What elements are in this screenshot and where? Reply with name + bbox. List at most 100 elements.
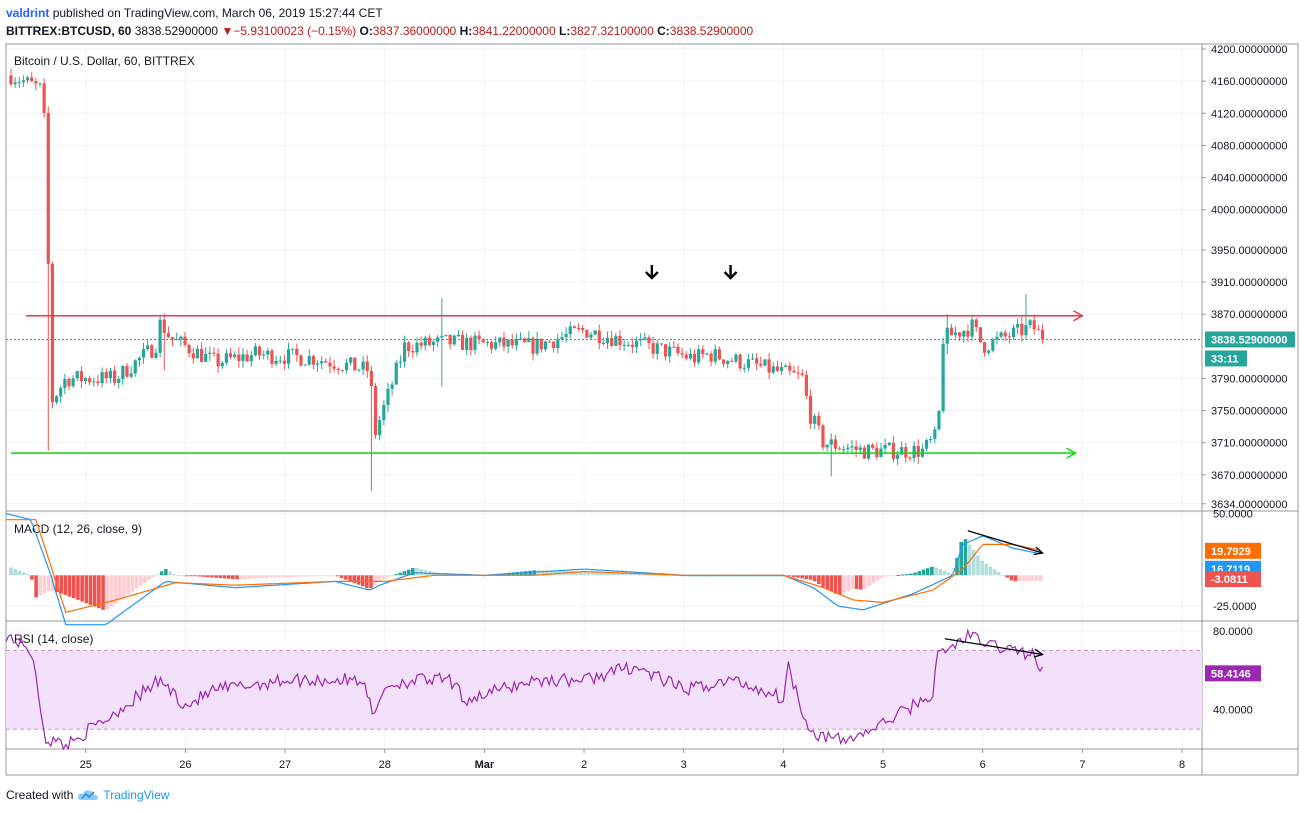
candle-body — [21, 80, 26, 83]
candle-body — [572, 326, 577, 328]
candle-body — [38, 83, 42, 85]
macd-axis[interactable]: 50.0000 -25.0000 — [1213, 508, 1256, 613]
macd-histogram-bar — [214, 575, 218, 578]
candle-body — [817, 415, 821, 426]
candle-body — [1028, 320, 1032, 326]
macd-histogram-bar — [76, 575, 80, 600]
candle-body — [763, 359, 767, 366]
change-value: −5.93100023 (−0.15%) — [233, 24, 357, 38]
macd-histogram-bar — [1026, 575, 1030, 581]
macd-histogram-bar — [863, 575, 867, 589]
macd-histogram-bar — [314, 575, 319, 577]
candle-body — [237, 354, 241, 361]
macd-histogram-bar — [34, 575, 38, 598]
candle-body — [170, 337, 175, 340]
candle-body — [966, 330, 970, 337]
support-arrow-head — [1066, 447, 1077, 459]
time-tick-label: 8 — [1179, 759, 1185, 771]
candle-body — [842, 449, 846, 451]
resistance-arrow-head — [1073, 310, 1084, 322]
macd-histogram-bar — [25, 574, 30, 576]
rsi-axis[interactable]: 80.0000 40.0000 — [1213, 626, 1253, 717]
macd-histogram-bar — [17, 570, 22, 576]
candle-body — [775, 366, 779, 371]
candle-body — [17, 82, 21, 84]
candle-body — [502, 337, 506, 347]
created-with-label: Created with — [6, 788, 74, 802]
countdown-tag-bg — [1205, 350, 1247, 367]
macd-histogram-bar — [992, 569, 997, 576]
candle-body — [125, 365, 129, 377]
price-tick-label: 3670.00000000 — [1211, 470, 1287, 482]
candle-body — [850, 446, 854, 448]
macd-histogram-bar — [352, 575, 357, 583]
candle-body — [71, 378, 75, 387]
candle-body — [900, 447, 904, 455]
candle-body — [92, 381, 96, 383]
candle-body — [262, 354, 266, 356]
macd-histogram-bar — [298, 575, 302, 577]
candle-body — [1032, 320, 1036, 330]
time-tick-label: 28 — [379, 759, 391, 771]
macd-histogram-bar — [84, 575, 89, 604]
macd-histogram-bar — [808, 575, 813, 580]
macd-histogram-bar — [184, 575, 189, 577]
candle-body — [1016, 323, 1020, 328]
macd-histogram-bar — [921, 569, 926, 576]
time-tick-label: 5 — [880, 759, 886, 771]
candle-body — [469, 337, 473, 351]
axis-value-labels: 3838.5290000033:1119.792916.7119-3.08115… — [1205, 331, 1295, 682]
macd-histogram-bar — [218, 575, 223, 579]
candle-body — [494, 342, 498, 349]
candle-body — [618, 335, 622, 346]
author-link[interactable]: valdrint — [6, 6, 50, 20]
candle-body — [825, 444, 829, 448]
price-axis[interactable]: 4200.00000000 4160.00000000 4120.00000000 4… — [1202, 44, 1287, 511]
macd-histogram-bar — [867, 575, 871, 586]
macd-histogram-bar — [21, 572, 26, 576]
publish-line: valdrint published on TradingView.com, M… — [6, 6, 383, 20]
candle-body — [713, 349, 717, 362]
macd-divergence — [967, 530, 1043, 554]
macd-histogram-bar — [80, 575, 84, 602]
candle-body — [228, 353, 233, 358]
macd-histogram-bar — [850, 575, 855, 590]
candle-body — [726, 360, 730, 364]
macd-histogram-bar — [30, 575, 34, 580]
rsi-divergence-head — [1033, 648, 1045, 658]
candle-body — [937, 410, 941, 430]
candle-body — [204, 353, 208, 362]
arrow-down-icon-head — [644, 271, 659, 280]
macd-histogram-bar — [1009, 575, 1014, 581]
time-axis[interactable]: 25 26 27 28 Mar 2 3 4 5 6 7 8 — [80, 749, 1186, 771]
candle-body — [332, 366, 336, 369]
candle-body — [253, 346, 258, 356]
low-label: L: — [559, 24, 571, 38]
candle-body — [605, 337, 610, 344]
tradingview-link[interactable]: TradingView — [103, 788, 170, 802]
candle-body — [742, 367, 746, 369]
candle-body — [1020, 323, 1024, 336]
rsi-value-tag-bg — [1205, 665, 1261, 682]
candle-body — [991, 339, 995, 351]
macd-histogram-bar — [624, 572, 629, 576]
macd-histogram-bar — [164, 568, 168, 576]
rsi-divergence — [944, 638, 1043, 656]
candle-body — [589, 334, 593, 338]
candle-body — [1003, 332, 1007, 337]
candle-body — [460, 334, 465, 350]
candle-body — [96, 381, 100, 384]
candle-body — [626, 344, 630, 346]
candle-body — [883, 444, 887, 449]
macd-value-tag: 19.7929 — [1211, 546, 1251, 558]
macd-histogram-bar — [875, 575, 880, 581]
macd-histogram-bar — [1034, 575, 1039, 581]
macd-histogram-bar — [595, 571, 599, 576]
candle-body — [962, 330, 966, 337]
candle-body — [767, 359, 771, 373]
macd-histogram-bar — [339, 575, 344, 578]
candle-body — [680, 353, 684, 355]
candle-body — [9, 75, 13, 85]
macd-histogram-bar — [913, 572, 917, 576]
